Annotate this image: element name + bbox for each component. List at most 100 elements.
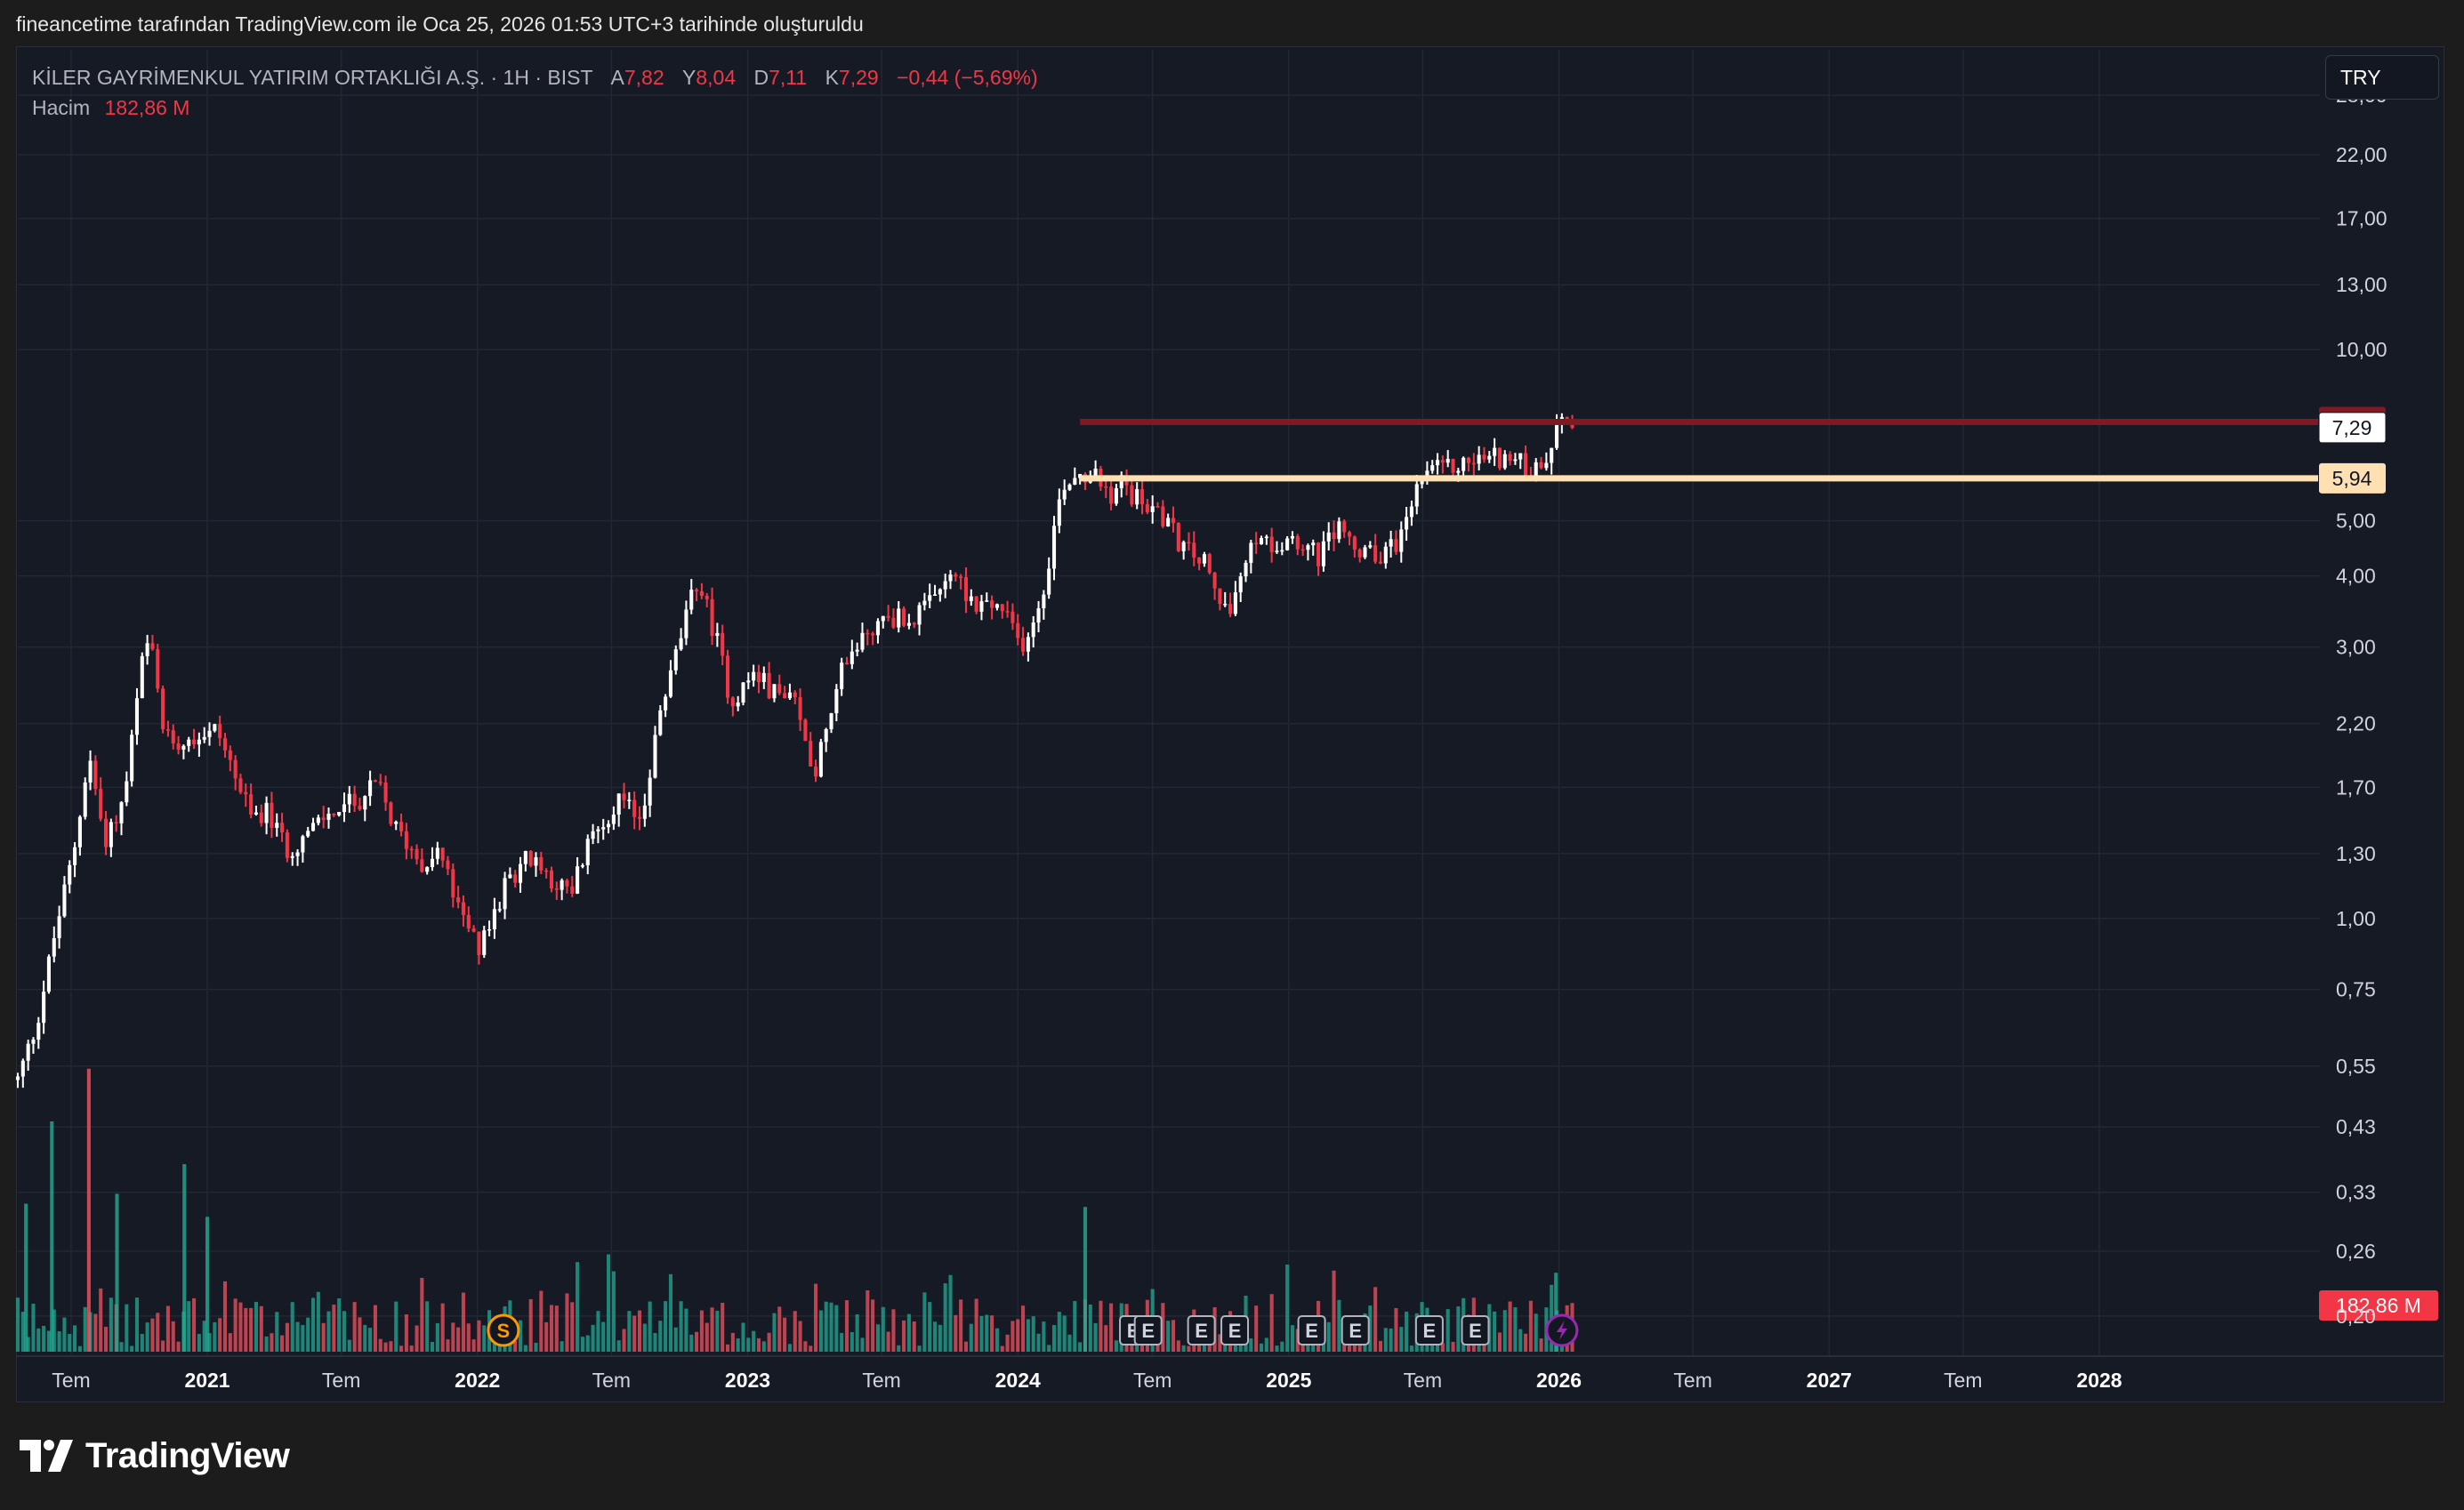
candle-body-up	[596, 829, 600, 831]
candle-body-down	[1317, 542, 1321, 566]
candle-body-down	[285, 831, 289, 858]
candle-body-up	[181, 745, 186, 750]
candle-body-up	[1368, 545, 1373, 548]
volume-bar	[358, 1317, 362, 1352]
volume-bar	[705, 1322, 709, 1352]
volume-label[interactable]: Hacim	[32, 96, 91, 119]
volume-bar	[549, 1305, 554, 1352]
volume-bar	[254, 1301, 258, 1352]
candle-body-up	[1223, 604, 1228, 606]
volume-bar	[207, 1333, 212, 1352]
candle-body-up	[679, 638, 683, 650]
volume-bar	[93, 1313, 98, 1352]
candle-body-up	[1238, 576, 1243, 593]
x-tick-label: Tem	[592, 1369, 631, 1392]
low-label: D	[753, 66, 769, 89]
attribution-text: fineancetime tarafından TradingView.com …	[16, 12, 864, 36]
candle-body-up	[668, 670, 672, 697]
volume-bar	[197, 1334, 201, 1352]
volume-bar	[440, 1303, 445, 1352]
volume-bar	[1405, 1311, 1409, 1352]
candle-body-down	[1471, 462, 1476, 465]
candle-body-down	[539, 856, 544, 871]
volume-bar	[1104, 1325, 1108, 1352]
candle-body-down	[1161, 506, 1165, 526]
candle-body-up	[560, 879, 564, 890]
symbol-legend: KİLER GAYRİMENKUL YATIRIM ORTAKLIĞI A.Ş.…	[32, 62, 1038, 123]
volume-bar	[902, 1320, 906, 1352]
candle-body-up	[68, 864, 72, 885]
candle-body-down	[383, 782, 388, 803]
candle-body-up	[1057, 499, 1061, 526]
volume-bar	[368, 1328, 373, 1352]
tradingview-logo[interactable]: TradingView	[20, 1434, 290, 1478]
volume-value: 182,86 M	[104, 96, 190, 119]
volume-bar	[394, 1301, 399, 1352]
candle-body-up	[1337, 521, 1341, 540]
candle-body-down	[1565, 417, 1569, 420]
volume-bar	[1016, 1319, 1020, 1352]
candle-body-up	[145, 643, 149, 656]
volume-bars	[15, 1068, 1574, 1352]
volume-bar	[73, 1325, 77, 1352]
candle-body-up	[534, 856, 538, 866]
volume-bar	[544, 1321, 549, 1352]
volume-bar	[637, 1310, 642, 1352]
candle-body-down	[1005, 611, 1010, 613]
candle-body-up	[1259, 538, 1264, 545]
y-tick-label: 0,55	[2336, 1055, 2376, 1078]
volume-bar	[1493, 1311, 1497, 1352]
volume-bar	[664, 1301, 668, 1352]
volume-bar	[994, 1328, 999, 1352]
volume-bar	[699, 1310, 704, 1352]
candle-body-down	[1497, 447, 1502, 469]
earnings-marker-label: E	[1141, 1320, 1155, 1342]
chart-frame[interactable]	[16, 46, 2444, 1402]
candle-body-up	[1067, 484, 1072, 490]
volume-bar	[1497, 1332, 1502, 1352]
symbol-name[interactable]: KİLER GAYRİMENKUL YATIRIM ORTAKLIĞI A.Ş.…	[32, 66, 593, 89]
candle-body-down	[912, 622, 916, 625]
volume-bar	[31, 1304, 36, 1352]
candle-body-down	[632, 799, 637, 817]
candle-body-up	[1493, 447, 1497, 456]
earnings-marker-label: E	[1423, 1320, 1437, 1342]
x-tick-label: Tem	[1133, 1369, 1172, 1392]
earnings-marker	[1297, 1315, 1326, 1345]
candle-body-up	[607, 823, 611, 828]
volume-bar	[280, 1335, 285, 1352]
volume-bar	[264, 1336, 269, 1352]
candle-body-up	[673, 649, 678, 671]
currency-button[interactable]: TRY	[2325, 55, 2439, 100]
volume-bar	[1176, 1340, 1180, 1352]
volume-bar	[238, 1302, 243, 1352]
candle-body-up	[1399, 529, 1404, 552]
candle-body-down	[114, 822, 118, 823]
candle-body-down	[871, 633, 875, 636]
volume-bar	[1026, 1319, 1030, 1352]
volume-bar	[1280, 1341, 1284, 1352]
volume-bar	[1181, 1345, 1186, 1352]
candle-body-up	[1420, 480, 1424, 485]
candle-body-down	[1539, 462, 1543, 469]
candle-body-up	[1445, 459, 1450, 463]
candle-body-up	[938, 589, 942, 595]
volume-bar	[119, 1342, 124, 1352]
candle-body-up	[611, 814, 616, 824]
volume-bar	[648, 1301, 652, 1352]
volume-bar	[798, 1321, 802, 1352]
volume-bar	[881, 1306, 885, 1352]
candle-body-down	[1373, 545, 1378, 562]
candle-body-up	[1280, 550, 1284, 552]
candle-body-up	[425, 867, 430, 872]
volume-bar	[1275, 1345, 1279, 1352]
volume-bar	[1389, 1328, 1393, 1352]
candle-body-down	[259, 812, 263, 823]
volume-bar	[1508, 1301, 1512, 1352]
volume-bar	[68, 1334, 72, 1352]
candle-body-up	[430, 858, 435, 868]
volume-bar	[1513, 1307, 1518, 1352]
candle-body-down	[637, 816, 642, 819]
candle-body-up	[264, 802, 269, 823]
